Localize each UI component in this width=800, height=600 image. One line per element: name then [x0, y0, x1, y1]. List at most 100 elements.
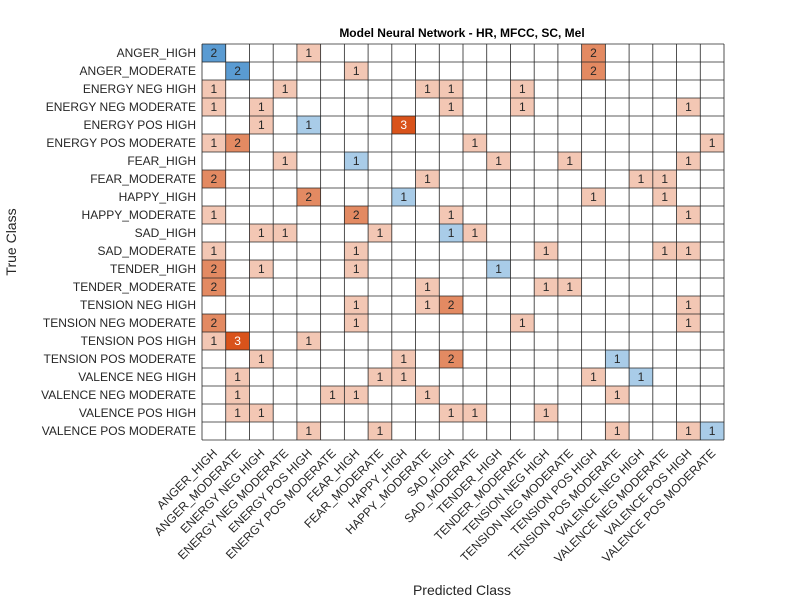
cell-value-label: 1	[614, 388, 621, 402]
matrix-cell	[391, 350, 416, 368]
cell-value-label: 1	[377, 226, 384, 240]
matrix-cell	[391, 368, 416, 386]
matrix-cell	[439, 296, 463, 314]
cell-value-label: 1	[614, 352, 621, 366]
cell-value-label: 1	[258, 352, 265, 366]
matrix-cell	[202, 170, 226, 188]
cell-value-label: 1	[282, 82, 289, 96]
cell-value-label: 1	[211, 136, 218, 150]
cell-value-label: 1	[638, 172, 645, 186]
matrix-cell	[368, 368, 392, 386]
cell-value-label: 1	[661, 244, 668, 258]
matrix-cell	[534, 404, 558, 422]
matrix-cell	[202, 332, 226, 350]
cell-value-label: 1	[353, 388, 360, 402]
y-tick-label: TENDER_HIGH	[110, 262, 196, 276]
matrix-cell	[510, 80, 535, 98]
matrix-cell	[486, 260, 511, 278]
matrix-cell	[320, 386, 345, 404]
y-tick-label: ENERGY POS MODERATE	[46, 136, 196, 150]
cell-value-label: 1	[377, 424, 384, 438]
cell-value-label: 1	[685, 208, 692, 222]
cell-value-label: 1	[258, 118, 265, 132]
matrix-cell	[225, 134, 250, 152]
matrix-cell	[463, 224, 487, 242]
matrix-cell	[415, 170, 440, 188]
y-tick-labels: ANGER_HIGH ANGER_MODERATE ENERGY NEG HIGH E…	[41, 46, 196, 438]
matrix-cell	[510, 98, 535, 116]
cell-value-label: 1	[258, 262, 265, 276]
matrix-cell	[676, 314, 701, 332]
y-tick-label: VALENCE POS MODERATE	[42, 424, 196, 438]
matrix-cell	[249, 116, 274, 134]
y-tick-label: ENERGY POS HIGH	[84, 118, 196, 132]
cell-value-label: 2	[234, 64, 241, 78]
matrix-cell	[510, 314, 535, 332]
matrix-cell	[202, 98, 226, 116]
matrix-cell	[676, 422, 701, 440]
matrix-cell	[225, 404, 250, 422]
matrix-cell	[273, 224, 297, 242]
y-tick-label: VALENCE POS HIGH	[79, 406, 196, 420]
matrix-cell	[249, 98, 274, 116]
matrix-cell	[534, 278, 558, 296]
cell-value-label: 1	[566, 280, 573, 294]
y-tick-label: VALENCE NEG MODERATE	[41, 388, 196, 402]
matrix-cell	[368, 224, 392, 242]
y-tick-label: TENDER_MODERATE	[73, 280, 196, 294]
matrix-cell	[581, 188, 606, 206]
cell-value-label: 1	[661, 172, 668, 186]
matrix-cell	[296, 188, 321, 206]
matrix-cell	[605, 422, 630, 440]
cell-value-label: 2	[211, 316, 218, 330]
matrix-cell	[202, 278, 226, 296]
cell-value-label: 2	[590, 64, 597, 78]
matrix-cell	[581, 62, 606, 80]
matrix-cell	[391, 116, 416, 134]
cell-value-label: 1	[305, 118, 312, 132]
x-axis-label: Predicted Class	[413, 582, 511, 598]
matrix-cell	[296, 332, 321, 350]
cell-value-label: 1	[353, 244, 360, 258]
y-axis-label: True Class	[3, 208, 19, 275]
cell-value-label: 1	[448, 82, 455, 96]
cell-value-label: 1	[472, 406, 479, 420]
matrix-cells: 2 1 2 2 1 2 1 1 1 1 1 1 1 1 1 1 1 1 3 1 2 1 1 1 1 1 1 1 2 1 1 1 2 1 1 1 1 2 1 1…	[202, 44, 724, 440]
cell-value-label: 1	[377, 370, 384, 384]
cell-value-label: 1	[305, 46, 312, 60]
cell-value-label: 1	[282, 226, 289, 240]
matrix-cell	[296, 422, 321, 440]
cell-value-label: 1	[211, 82, 218, 96]
cell-value-label: 1	[424, 280, 431, 294]
cell-value-label: 1	[709, 136, 716, 150]
matrix-cell	[676, 152, 701, 170]
matrix-cell	[676, 98, 701, 116]
matrix-cell	[700, 134, 724, 152]
cell-value-label: 1	[685, 244, 692, 258]
cell-value-label: 1	[234, 406, 241, 420]
cell-value-label: 1	[590, 370, 597, 384]
cell-value-label: 1	[234, 370, 241, 384]
matrix-cell	[202, 314, 226, 332]
matrix-cell	[249, 404, 274, 422]
matrix-cell	[225, 332, 250, 350]
matrix-cell	[581, 44, 606, 62]
chart-title: Model Neural Network - HR, MFCC, SC, Mel	[339, 26, 584, 40]
cell-value-label: 1	[472, 226, 479, 240]
cell-value-label: 1	[258, 406, 265, 420]
matrix-cell	[249, 260, 274, 278]
cell-value-label: 1	[685, 100, 692, 114]
cell-value-label: 1	[543, 244, 550, 258]
cell-value-label: 1	[566, 154, 573, 168]
matrix-cell	[463, 134, 487, 152]
cell-value-label: 1	[543, 280, 550, 294]
cell-value-label: 1	[234, 388, 241, 402]
matrix-cell	[202, 260, 226, 278]
cell-value-label: 2	[211, 172, 218, 186]
matrix-cell	[202, 134, 226, 152]
matrix-cell	[581, 368, 606, 386]
y-tick-label: ANGER_MODERATE	[80, 64, 196, 78]
y-tick-label: TENSION NEG MODERATE	[43, 316, 196, 330]
cell-value-label: 1	[519, 316, 526, 330]
cell-value-label: 1	[614, 424, 621, 438]
